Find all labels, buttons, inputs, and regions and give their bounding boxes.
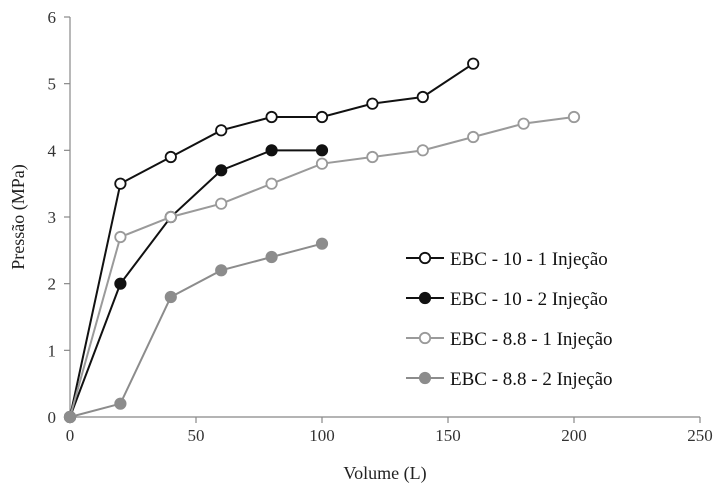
y-tick-label: 1 (48, 341, 57, 360)
data-point (467, 130, 480, 144)
data-point (215, 124, 228, 137)
legend-label: EBC - 10 - 1 Injeção (450, 249, 608, 270)
x-tick-label: 0 (66, 426, 75, 445)
y-axis-label: Pressão (MPa) (8, 164, 29, 270)
legend-item: EBC - 8.8 - 1 Injeção (406, 329, 613, 350)
data-point (265, 110, 278, 124)
data-point (265, 177, 278, 190)
y-tick-label: 0 (48, 408, 57, 427)
legend-swatch-marker (418, 371, 432, 385)
legend-swatch-marker (418, 251, 432, 265)
series-1 (63, 57, 480, 424)
y-tick-label: 2 (48, 275, 57, 294)
data-point (114, 397, 127, 410)
data-point (114, 177, 127, 190)
data-point (315, 157, 329, 170)
y-tick-label: 4 (48, 141, 57, 160)
data-point (164, 150, 177, 164)
data-point (315, 237, 329, 250)
data-point (517, 117, 530, 130)
data-point (315, 110, 329, 124)
data-point (567, 110, 581, 124)
data-point (215, 164, 228, 177)
x-tick-label: 150 (435, 426, 461, 445)
data-point (215, 264, 228, 277)
legend-label: EBC - 10 - 2 Injeção (450, 289, 608, 310)
data-point (265, 144, 278, 157)
data-point (164, 290, 177, 304)
legend-swatch-marker (418, 291, 432, 305)
legend-label: EBC - 8.8 - 2 Injeção (450, 369, 613, 390)
data-point (366, 97, 379, 110)
data-point (315, 144, 329, 157)
data-point (63, 410, 77, 424)
x-tick-label: 250 (687, 426, 713, 445)
data-point (467, 57, 480, 70)
data-point (164, 210, 177, 224)
data-point (114, 230, 127, 244)
data-point (366, 150, 379, 164)
legend-item: EBC - 8.8 - 2 Injeção (406, 369, 613, 390)
x-axis-label: Volume (L) (343, 463, 426, 484)
legend: EBC - 10 - 1 Injeção EBC - 10 - 2 Injeção… (406, 249, 613, 390)
data-point (114, 277, 127, 290)
y-tick-label: 5 (48, 75, 57, 94)
legend-swatch-marker (418, 331, 432, 345)
series-4 (63, 237, 329, 424)
series-line (69, 242, 323, 418)
data-point (265, 250, 278, 264)
x-tick-label: 100 (309, 426, 335, 445)
y-tick-label: 3 (48, 208, 57, 227)
legend-item: EBC - 10 - 2 Injeção (406, 289, 608, 310)
data-point (416, 144, 429, 157)
x-tick-label: 50 (188, 426, 205, 445)
y-tick-label: 6 (48, 8, 57, 27)
data-point (215, 197, 228, 210)
legend-item: EBC - 10 - 1 Injeção (406, 249, 608, 270)
legend-label: EBC - 8.8 - 1 Injeção (450, 329, 613, 350)
axes: 0 50 100 150 200 250 0 1 2 3 4 5 6 (48, 8, 713, 445)
x-tick-label: 200 (561, 426, 587, 445)
data-point (416, 90, 429, 104)
series-layer (63, 57, 581, 424)
series-line (69, 149, 322, 418)
